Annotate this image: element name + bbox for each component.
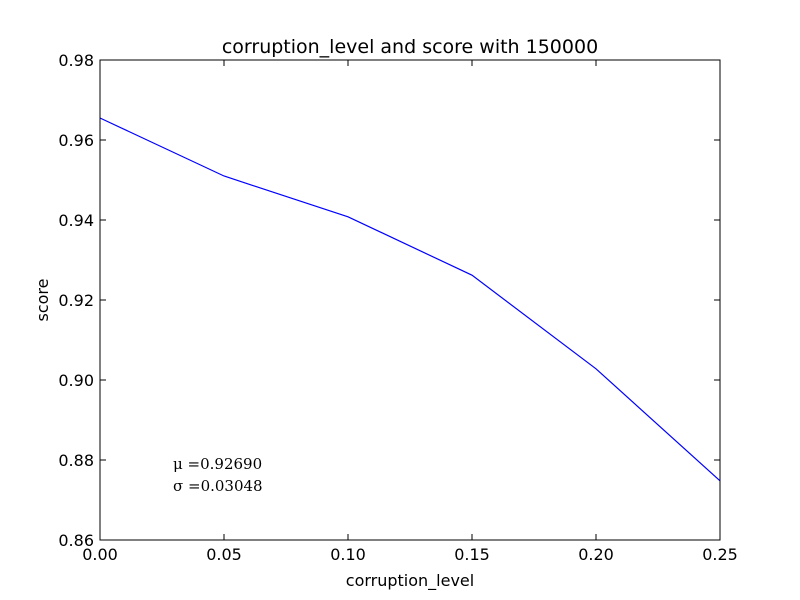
y-tick-label: 0.88 bbox=[58, 451, 94, 470]
y-tick-label: 0.90 bbox=[58, 371, 94, 390]
x-axis-label: corruption_level bbox=[346, 571, 474, 591]
x-tick-label: 0.25 bbox=[702, 545, 738, 564]
y-tick-label: 0.86 bbox=[58, 531, 94, 550]
x-tick-label: 0.00 bbox=[82, 545, 118, 564]
x-tick-label: 0.20 bbox=[578, 545, 614, 564]
x-tick-label: 0.10 bbox=[330, 545, 366, 564]
y-tick-label: 0.98 bbox=[58, 51, 94, 70]
tick-labels-group: 0.00 0.05 0.10 0.15 0.20 0.25 0.86 0.88 0.90 0.92… bbox=[58, 51, 737, 564]
mean-annotation: μ =0.92690 bbox=[173, 455, 262, 473]
axes-frame bbox=[99, 59, 721, 541]
y-tick-label: 0.92 bbox=[58, 291, 94, 310]
x-tick-label: 0.15 bbox=[454, 545, 490, 564]
y-tick-label: 0.96 bbox=[58, 131, 94, 150]
y-tick-label: 0.94 bbox=[58, 211, 94, 230]
series-group bbox=[99, 117, 721, 482]
x-tick-label: 0.05 bbox=[206, 545, 242, 564]
y-axis-label: score bbox=[33, 279, 52, 322]
chart-title: corruption_level and score with 150000 bbox=[222, 36, 598, 58]
series-line bbox=[99, 117, 721, 482]
std-annotation: σ =0.03048 bbox=[173, 477, 263, 495]
